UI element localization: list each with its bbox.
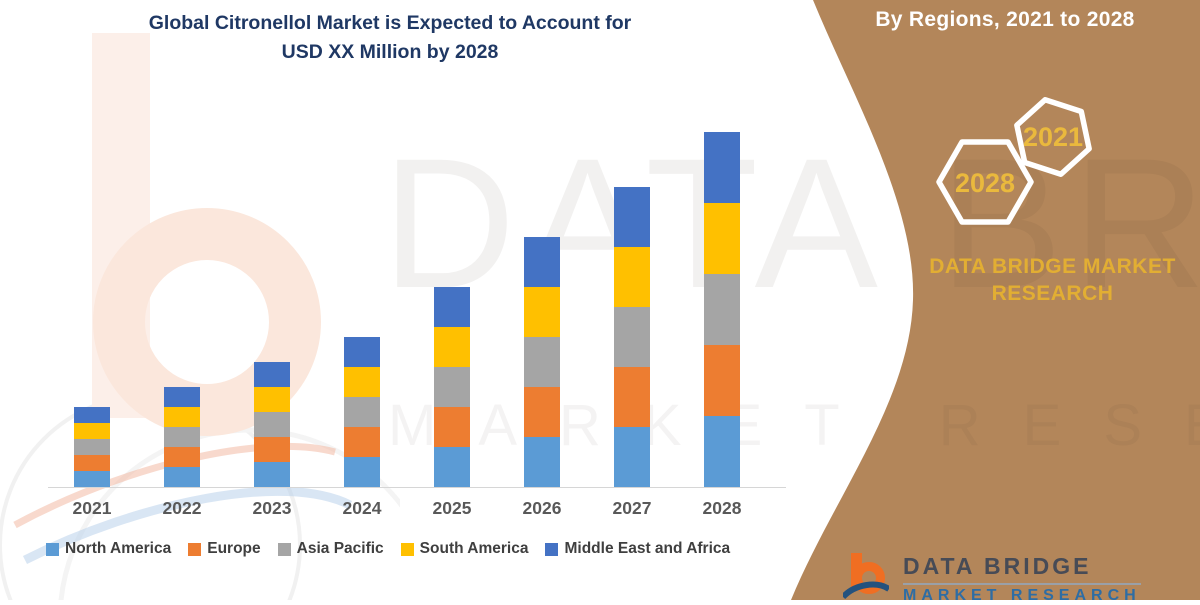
legend-swatch-europe <box>188 542 202 556</box>
bar-segment-middle-east-and-africa-2027 <box>614 187 650 247</box>
bar-2021 <box>74 407 110 487</box>
bar-segment-middle-east-and-africa-2028 <box>704 132 740 203</box>
bar-segment-south-america-2025 <box>434 327 470 367</box>
legend-item-middle-east-and-africa: Middle East and Africa <box>545 540 730 558</box>
hexagon-2028-label: 2028 <box>955 168 1015 198</box>
bar-segment-north-america-2028 <box>704 416 740 487</box>
hexagon-2021-label: 2021 <box>1023 122 1083 152</box>
bar-segment-north-america-2026 <box>524 437 560 487</box>
bar-segment-south-america-2021 <box>74 423 110 439</box>
x-axis-line <box>48 487 786 488</box>
legend-label-europe: Europe <box>207 540 261 557</box>
bar-segment-middle-east-and-africa-2024 <box>344 337 380 367</box>
bar-segment-north-america-2022 <box>164 467 200 487</box>
bar-segment-europe-2028 <box>704 345 740 416</box>
bar-2024 <box>344 337 380 487</box>
bar-segment-north-america-2021 <box>74 471 110 487</box>
logo-bowl <box>93 208 321 436</box>
hexagon-badges: 2021 2028 <box>936 96 1092 225</box>
bar-segment-europe-2026 <box>524 387 560 437</box>
bar-segment-asia-pacific-2025 <box>434 367 470 407</box>
x-tick-2025: 2025 <box>432 498 472 518</box>
footer-brand-name: DATA BRIDGE <box>903 553 1141 585</box>
bar-segment-asia-pacific-2027 <box>614 307 650 367</box>
bar-2027 <box>614 187 650 487</box>
bar-segment-north-america-2025 <box>434 447 470 487</box>
panel-brand-line1: DATA BRIDGE MARKET <box>929 255 1176 278</box>
chart-title: Global Citronellol Market is Expected to… <box>60 9 720 67</box>
x-tick-2022: 2022 <box>162 498 202 518</box>
legend-swatch-asia-pacific <box>277 542 291 556</box>
chart-legend: North America Europe Asia Pacific South Ame… <box>46 540 730 558</box>
bar-segment-middle-east-and-africa-2023 <box>254 362 290 387</box>
panel-brand-text: DATA BRIDGE MARKET RESEARCH <box>895 253 1200 307</box>
hexagon-2021 <box>1014 96 1092 178</box>
bar-segment-europe-2025 <box>434 407 470 447</box>
x-tick-2021: 2021 <box>72 498 112 518</box>
chart-title-line2: USD XX Million by 2028 <box>281 41 499 63</box>
x-tick-2023: 2023 <box>252 498 292 518</box>
legend-label-north-america: North America <box>65 540 172 557</box>
databridge-logo-icon <box>843 553 889 600</box>
bar-segment-asia-pacific-2028 <box>704 274 740 345</box>
bar-segment-europe-2023 <box>254 437 290 462</box>
x-tick-2026: 2026 <box>522 498 562 518</box>
panel-heading: By Regions, 2021 to 2028 <box>875 8 1135 31</box>
bar-segment-south-america-2027 <box>614 247 650 307</box>
footer-brand-subtitle: MARKET RESEARCH <box>903 587 1141 604</box>
bar-segment-south-america-2023 <box>254 387 290 412</box>
bar-segment-asia-pacific-2024 <box>344 397 380 427</box>
bar-segment-middle-east-and-africa-2026 <box>524 237 560 287</box>
bar-segment-europe-2024 <box>344 427 380 457</box>
legend-label-middle-east-and-africa: Middle East and Africa <box>564 540 731 557</box>
x-tick-2027: 2027 <box>612 498 652 518</box>
bar-segment-south-america-2028 <box>704 203 740 274</box>
legend-item-asia-pacific: Asia Pacific <box>277 540 384 558</box>
bar-segment-north-america-2023 <box>254 462 290 487</box>
bar-2023 <box>254 362 290 487</box>
bar-segment-middle-east-and-africa-2021 <box>74 407 110 423</box>
bar-segment-south-america-2022 <box>164 407 200 427</box>
bar-2025 <box>434 287 470 487</box>
legend-label-south-america: South America <box>419 540 529 557</box>
bar-segment-europe-2022 <box>164 447 200 467</box>
x-tick-2028: 2028 <box>702 498 742 518</box>
legend-label-asia-pacific: Asia Pacific <box>296 540 384 557</box>
bar-segment-asia-pacific-2023 <box>254 412 290 437</box>
bar-segment-south-america-2024 <box>344 367 380 397</box>
legend-swatch-south-america <box>400 542 414 556</box>
bar-2022 <box>164 387 200 487</box>
legend-item-europe: Europe <box>188 540 261 558</box>
bar-segment-europe-2027 <box>614 367 650 427</box>
bar-segment-middle-east-and-africa-2025 <box>434 287 470 327</box>
bar-2028 <box>704 132 740 487</box>
bar-segment-asia-pacific-2022 <box>164 427 200 447</box>
bar-2026 <box>524 237 560 487</box>
bar-segment-middle-east-and-africa-2022 <box>164 387 200 407</box>
bar-segment-asia-pacific-2021 <box>74 439 110 455</box>
bar-segment-north-america-2024 <box>344 457 380 487</box>
chart-title-line1: Global Citronellol Market is Expected to… <box>148 12 632 34</box>
bar-segment-asia-pacific-2026 <box>524 337 560 387</box>
x-tick-2024: 2024 <box>342 498 382 518</box>
hexagon-2028 <box>936 139 1034 225</box>
legend-item-south-america: South America <box>400 540 529 558</box>
legend-swatch-middle-east-and-africa <box>545 542 559 556</box>
bar-segment-north-america-2027 <box>614 427 650 487</box>
bar-segment-south-america-2026 <box>524 287 560 337</box>
panel-brand-line2: RESEARCH <box>991 282 1114 305</box>
legend-swatch-north-america <box>46 542 59 556</box>
legend-item-north-america: North America <box>46 540 171 558</box>
footer-logo: DATA BRIDGE MARKET RESEARCH <box>843 553 1141 605</box>
bar-segment-europe-2021 <box>74 455 110 471</box>
databridge-logo-watermark <box>0 33 400 600</box>
logo-blue-swoosh <box>22 486 353 565</box>
